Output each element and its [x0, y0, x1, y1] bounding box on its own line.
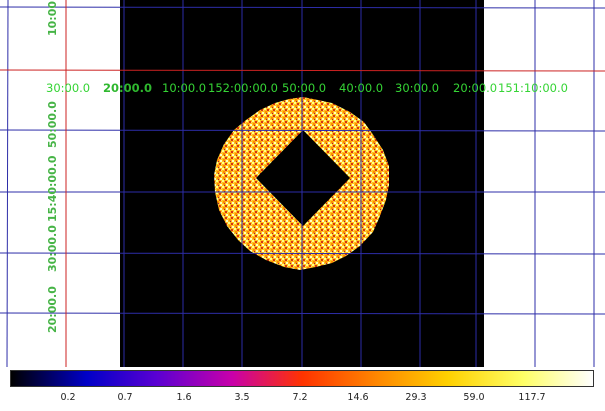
colorbar-tick-2: 0.7: [117, 392, 133, 403]
colorbar-tick-3: 1.6: [176, 392, 192, 403]
dec-label-5: 20:00.0: [46, 286, 59, 333]
colorbar-tick-4: 3.5: [234, 392, 250, 403]
coordinate-grid-overlay: [0, 0, 605, 367]
colorbar-tick-1: 0.2: [60, 392, 76, 403]
dec-label-1: 10:00.0: [46, 0, 59, 36]
grid-lines: [0, 0, 605, 367]
ra-label-2: 20:00.0: [103, 81, 152, 95]
image-viewer[interactable]: 30:00.0 20:00.0 10:00.0 152:00:00.0 50:0…: [0, 0, 605, 367]
ra-label-6: 40:00.0: [339, 81, 384, 95]
colorbar-tick-6: 14.6: [347, 392, 369, 403]
dec-label-2: 50:00.0: [46, 101, 59, 148]
ra-label-7: 30:00.0: [395, 81, 440, 95]
dec-label-4: 30:00.0: [46, 225, 59, 272]
ra-label-4: 152:00:00.0: [208, 81, 278, 95]
ra-label-9: 151:10:00.0: [498, 81, 568, 95]
ra-label-5: 50:00.0: [282, 81, 327, 95]
colorbar-tick-5: 7.2: [292, 392, 308, 403]
ra-label-3: 10:00.0: [162, 81, 207, 95]
ra-label-8: 20:00.0: [453, 81, 498, 95]
colorbar-tick-8: 59.0: [463, 392, 485, 403]
axis-lines: [0, 0, 605, 367]
dec-label-3: 15:40:00.0: [46, 155, 59, 222]
ra-label-1: 30:00.0: [46, 81, 91, 95]
colorbar[interactable]: [10, 370, 594, 387]
colorbar-tick-9: 117.7: [518, 392, 546, 403]
colorbar-tick-7: 29.3: [405, 392, 427, 403]
